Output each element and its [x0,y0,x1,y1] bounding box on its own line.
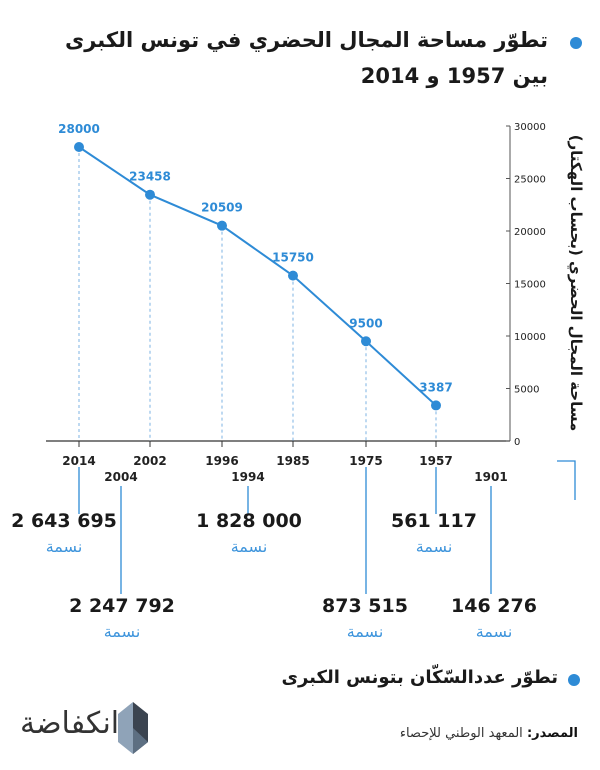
x-tick-label: 1975 [349,454,382,468]
population-value: 1 828 000 [196,510,302,532]
x-tick-label: 1957 [419,454,452,468]
data-point [74,142,84,152]
population-unit: نسمة [103,622,141,641]
title-bullet-icon [570,37,582,49]
series-line [78,146,437,407]
y-axis-label: مساحة المجال الحضري (بحساب الهكتار) [566,135,585,432]
urban-area-line-chart: 0 5000 10000 15000 20000 25000 30000 مساحة المج… [46,122,585,500]
section-bracket [557,460,576,500]
x-tick-label: 2014 [62,454,95,468]
population-value: 561 117 [391,510,477,532]
population-year-label: 1901 [474,470,508,484]
population-year-label: 1994 [231,470,265,484]
population-unit: نسمة [475,622,513,641]
population-year-label: 2004 [104,470,138,484]
data-label: 15750 [272,251,314,265]
logo-wordmark: انكفاضة [20,706,120,741]
data-point [217,220,227,231]
population-value: 2 643 695 [11,510,117,532]
data-label: 28000 [58,122,100,136]
data-label: 9500 [349,316,382,330]
y-tick-label: 30000 [514,122,546,133]
chart-subtitle: بين 1957 و 2014 [360,64,548,88]
population-section-title: تطوّر عددالسّكّان بتونس الكبرى [281,667,558,688]
y-tick-label: 25000 [514,175,546,186]
y-tick-label: 20000 [514,227,546,238]
y-tick-label: 10000 [514,332,546,343]
data-label: 20509 [201,201,243,215]
population-value: 2 247 792 [69,595,175,617]
x-tick-label: 2002 [133,454,166,468]
x-tick-label: 1985 [276,454,309,468]
chart-title: تطوّر مساحة المجال الحضري في تونس الكبرى [64,28,548,52]
x-tick-label: 1996 [205,454,238,468]
population-unit: نسمة [45,537,83,556]
data-label: 23458 [129,170,171,184]
population-unit: نسمة [415,537,453,556]
data-label: 3387 [419,380,452,394]
y-tick-label: 5000 [514,385,539,396]
section-bullet-icon [568,674,580,686]
source-note: المصدر: المعهد الوطني للإحصاء [400,726,578,741]
source-label: المصدر: [526,726,578,741]
population-value: 146 276 [451,595,537,617]
population-unit: نسمة [230,537,268,556]
inkyfada-logo-icon [118,702,148,754]
y-tick-label: 15000 [514,280,546,291]
population-value: 873 515 [322,595,408,617]
data-point [361,336,371,347]
source-text: المعهد الوطني للإحصاء [399,726,523,741]
data-point [288,270,298,281]
population-unit: نسمة [346,622,384,641]
data-point [145,189,155,200]
y-tick-label: 0 [514,437,520,448]
data-point [431,400,441,411]
